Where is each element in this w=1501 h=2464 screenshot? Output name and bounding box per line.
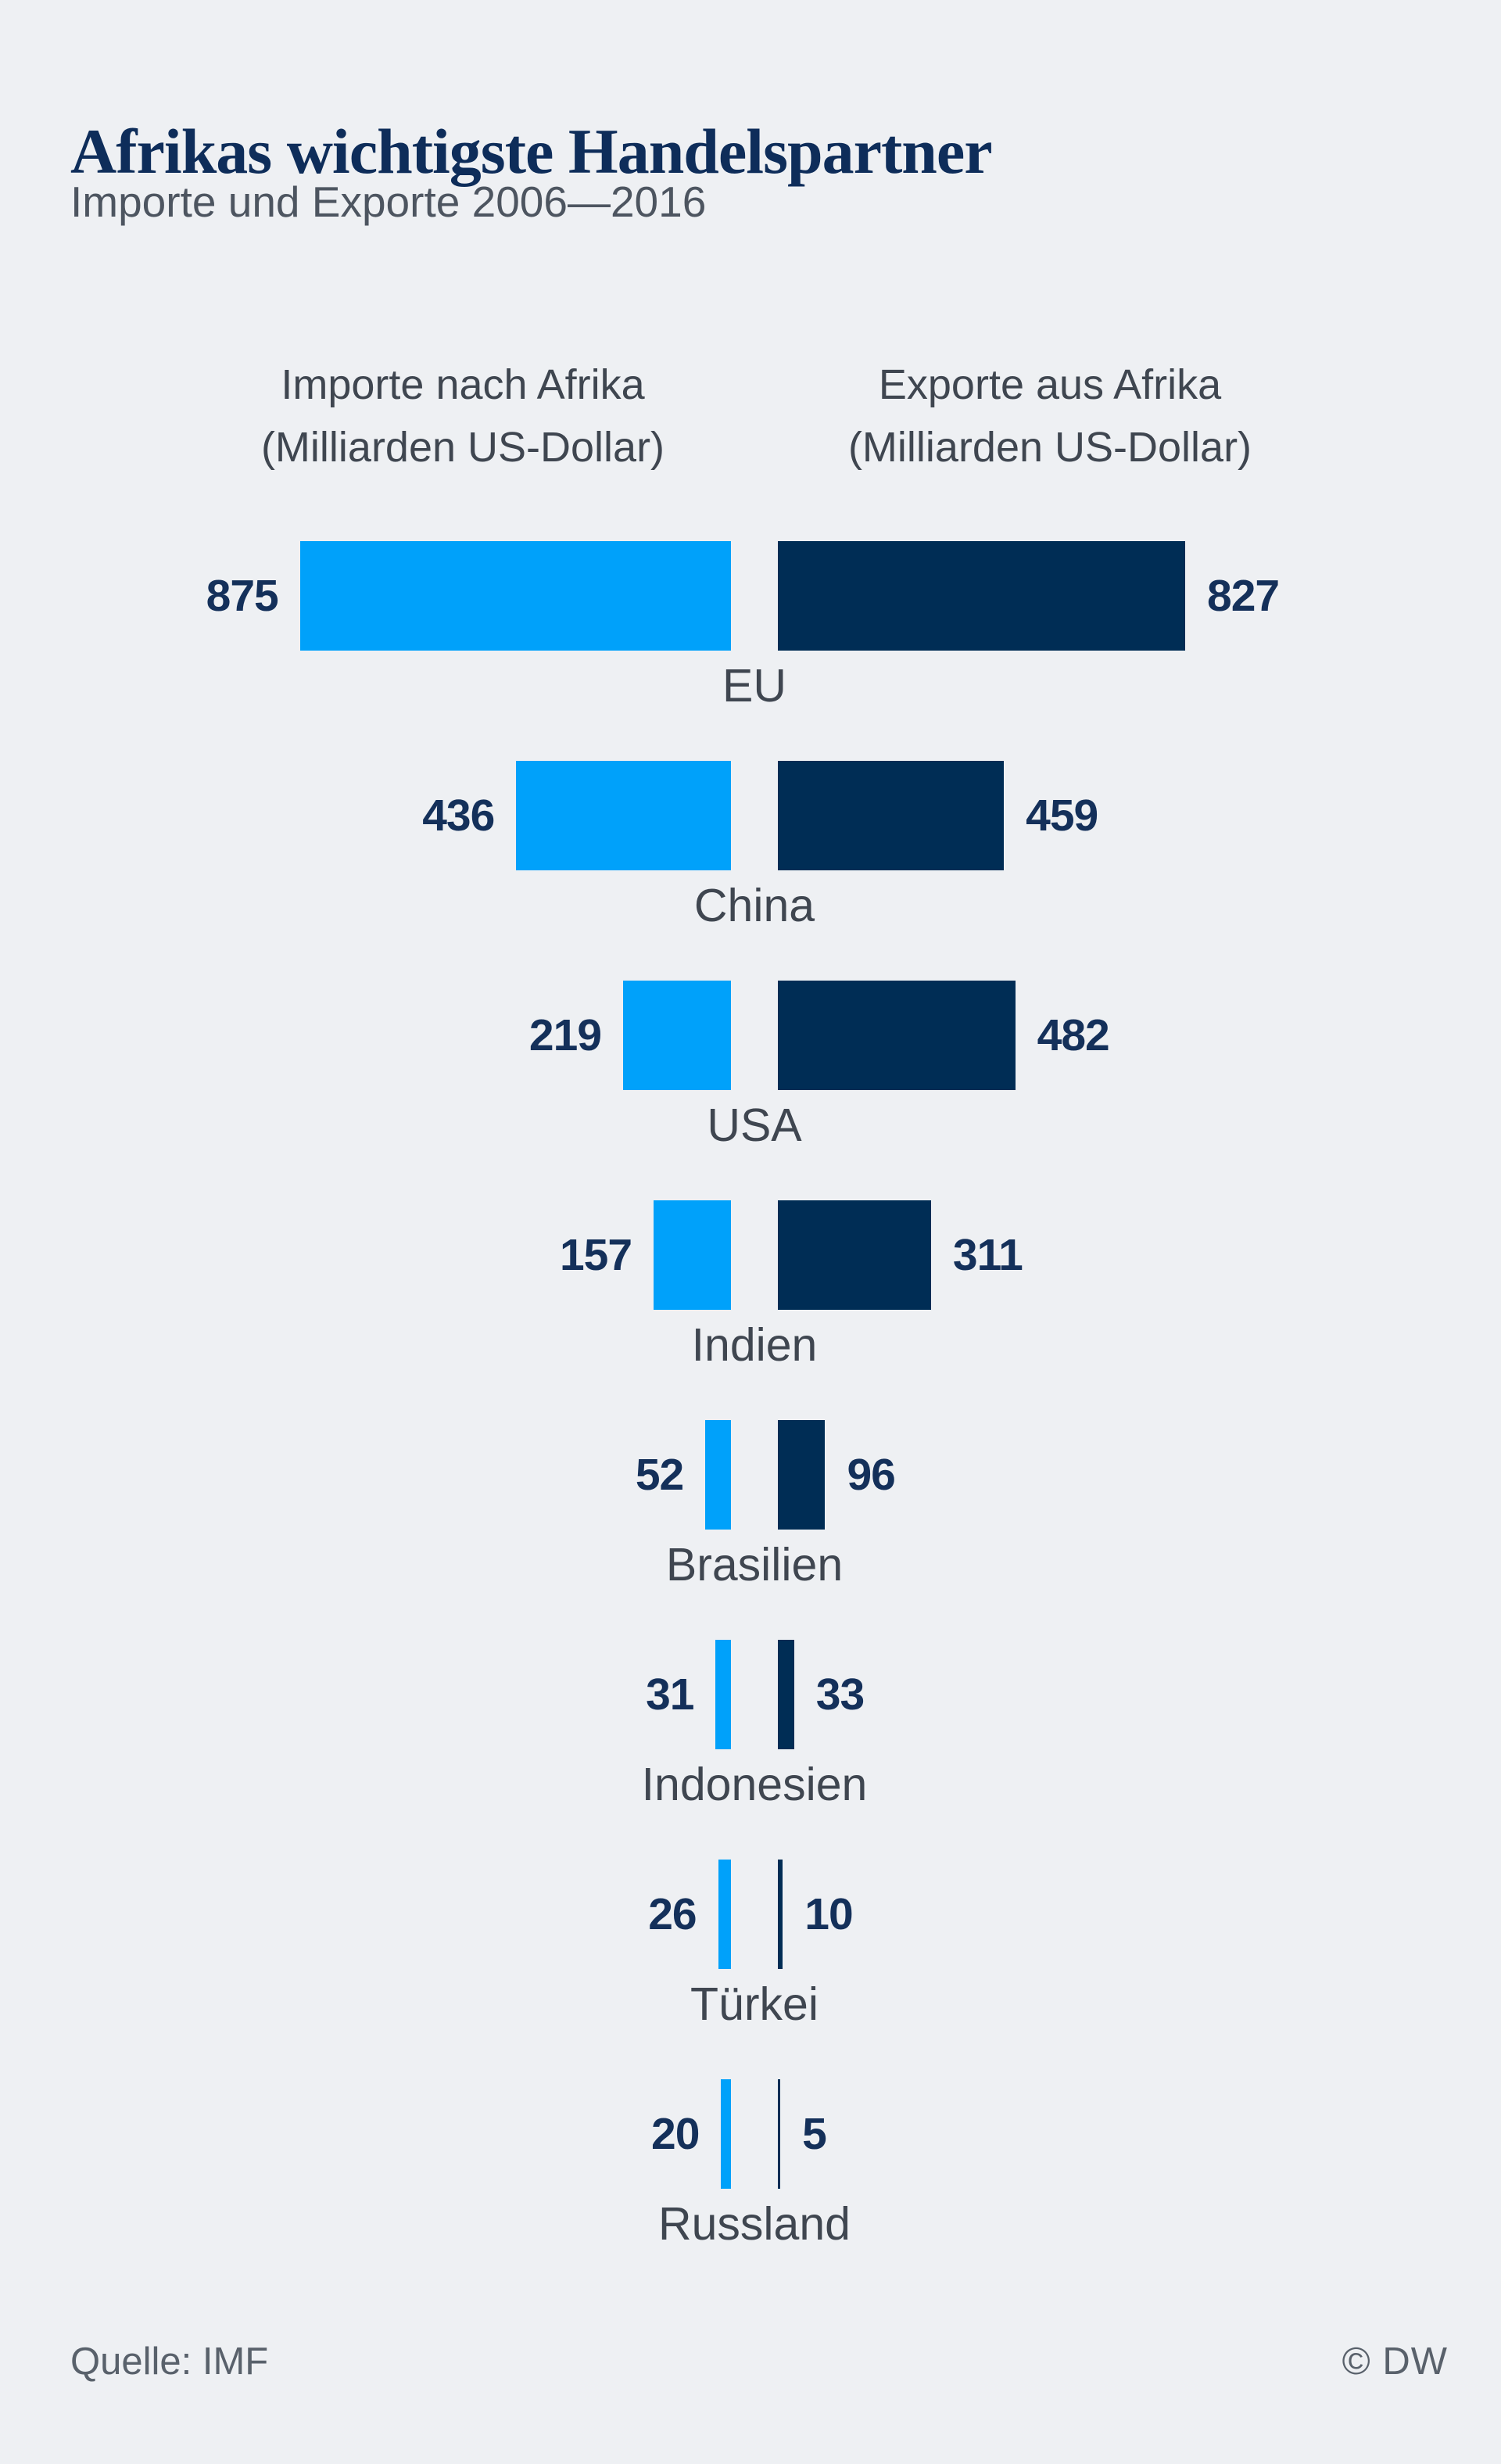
export-bar	[778, 1640, 794, 1749]
export-bar	[778, 2079, 781, 2189]
country-label: Russland	[658, 2198, 851, 2250]
country-label: Indonesien	[641, 1759, 868, 1810]
page-subtitle: Importe und Exporte 2006—2016	[70, 178, 707, 226]
export-value-label: 96	[847, 1450, 895, 1500]
country-label: Indien	[691, 1319, 818, 1371]
chart-row-russland: 20 5 Russland	[70, 2079, 1431, 2299]
import-value-label: 157	[559, 1230, 632, 1280]
column-header-imports-line1: Importe nach Afrika	[281, 361, 645, 408]
chart-row-china: 436 459 China	[70, 761, 1431, 981]
chart-rows: 875 827 EU 436 459 China 219 482 USA 157 311 Indien…	[70, 541, 1431, 2299]
source-label: Quelle: IMF	[70, 2340, 269, 2383]
import-bar	[516, 761, 731, 870]
import-value-label: 875	[206, 571, 279, 621]
dw-logo: © DW	[1342, 2340, 1448, 2383]
page-title: Afrikas wichtigste Handelspartner	[70, 115, 993, 187]
chart-row-indien: 157 311 Indien	[70, 1200, 1431, 1420]
country-label: Türkei	[690, 1978, 819, 2030]
import-value-label: 436	[422, 791, 495, 841]
import-value-label: 219	[528, 1010, 602, 1060]
export-bar	[778, 1200, 931, 1310]
import-bar	[299, 541, 731, 651]
export-value-label: 33	[815, 1670, 865, 1720]
chart-row-eu: 875 827 EU	[70, 541, 1431, 761]
export-value-label: 482	[1037, 1010, 1110, 1060]
export-bar	[778, 981, 1016, 1090]
export-bar	[778, 541, 1185, 651]
export-value-label: 827	[1207, 571, 1280, 621]
import-value-label: 31	[646, 1670, 694, 1720]
import-value-label: 52	[635, 1450, 684, 1500]
chart-row-türkei: 26 10 Türkei	[70, 1860, 1431, 2079]
export-bar	[778, 761, 1005, 870]
column-header-imports-line2: (Milliarden US-Dollar)	[260, 424, 665, 471]
column-header-imports: Importe nach Afrika (Milliarden US-Dolla…	[150, 353, 776, 479]
country-label: EU	[722, 660, 786, 712]
import-value-label: 20	[651, 2109, 700, 2159]
chart-row-usa: 219 482 USA	[70, 981, 1431, 1200]
export-value-label: 459	[1026, 791, 1098, 841]
column-header-exports-line1: Exporte aus Afrika	[878, 361, 1222, 408]
export-bar	[778, 1860, 783, 1969]
export-value-label: 5	[802, 2109, 827, 2159]
column-header-exports: Exporte aus Afrika (Milliarden US-Dollar…	[737, 353, 1363, 479]
import-bar	[705, 1420, 731, 1530]
country-label: China	[693, 880, 815, 931]
import-bar	[654, 1200, 731, 1310]
import-bar	[721, 2079, 731, 2189]
country-label: Brasilien	[665, 1539, 844, 1591]
country-label: USA	[707, 1099, 802, 1151]
import-bar	[718, 1860, 731, 1969]
chart-row-indonesien: 31 33 Indonesien	[70, 1640, 1431, 1860]
export-bar	[778, 1420, 826, 1530]
import-bar	[623, 981, 731, 1090]
export-value-label: 10	[804, 1889, 853, 1939]
export-value-label: 311	[952, 1230, 1023, 1280]
import-value-label: 26	[648, 1889, 697, 1939]
import-bar	[715, 1640, 731, 1749]
chart-row-brasilien: 52 96 Brasilien	[70, 1420, 1431, 1640]
column-header-exports-line2: (Milliarden US-Dollar)	[847, 424, 1252, 471]
